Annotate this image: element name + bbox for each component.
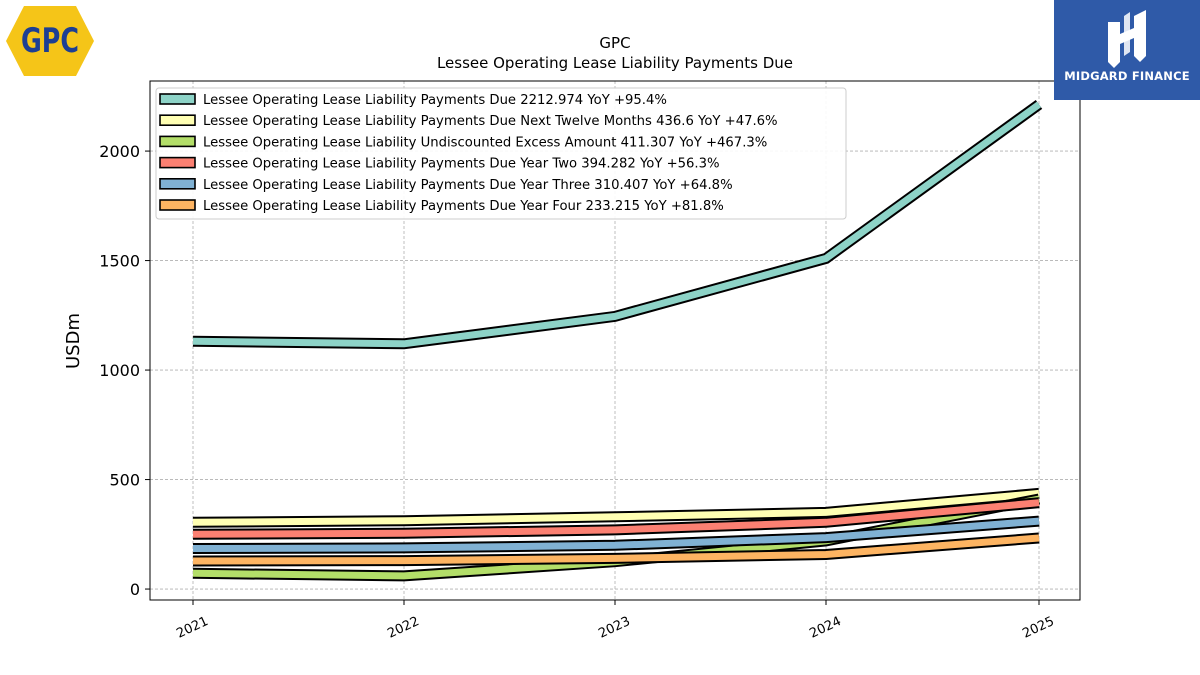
legend-entry: Lessee Operating Lease Liability Undisco…: [203, 135, 767, 150]
y-tick-label: 1000: [99, 361, 140, 380]
gpc-logo-text: GPC: [21, 21, 79, 61]
x-tick-label: 2025: [1020, 614, 1056, 642]
series-line-fill: [192, 517, 1040, 552]
legend-swatch: [159, 156, 196, 169]
x-tick-label: 2024: [807, 614, 843, 642]
brand-name: MIDGARD FINANCE: [1064, 69, 1190, 83]
x-tick-label: 2021: [174, 614, 210, 642]
x-tick-label: 2023: [596, 614, 632, 642]
series-line-fill: [192, 499, 1040, 538]
y-tick-label: 500: [109, 471, 140, 490]
legend-entry: Lessee Operating Lease Liability Payment…: [203, 93, 667, 108]
legend-swatch: [159, 114, 196, 126]
series-line-5: [192, 515, 1040, 554]
gpc-logo: GPC: [6, 6, 94, 76]
series-line-4: [192, 497, 1040, 540]
legend-entry: Lessee Operating Lease Liability Payment…: [203, 178, 733, 193]
brand-logo: MIDGARD FINANCE: [1054, 0, 1200, 100]
y-axis-label: USDm: [63, 313, 84, 369]
series-line-fill: [192, 489, 1040, 526]
legend-swatch: [159, 135, 196, 148]
y-tick-label: 2000: [99, 142, 140, 161]
legend-entry: Lessee Operating Lease Liability Payment…: [203, 114, 778, 129]
legend-box: [155, 87, 847, 220]
series-line-fill: [192, 534, 1040, 565]
legend-swatch: [159, 93, 196, 105]
legend-swatch: [159, 178, 196, 190]
chart-title: GPC: [599, 34, 630, 52]
midgard-logo-icon: [1108, 10, 1146, 68]
y-axis: 0 500 1000 1500 2000: [99, 142, 150, 599]
series-line-fill: [192, 101, 1042, 348]
legend-entry: Lessee Operating Lease Liability Payment…: [203, 157, 720, 172]
x-axis: 2021 2022 2023 2024 2025: [174, 600, 1057, 642]
legend-swatch: [159, 199, 196, 211]
series-lines: [192, 99, 1043, 582]
gpc-logo-badge: [6, 6, 94, 76]
chart-subtitle: Lessee Operating Lease Liability Payment…: [437, 54, 793, 72]
x-tick-label: 2022: [385, 614, 421, 642]
series-line-2: [192, 487, 1040, 528]
series-line-6: [192, 532, 1040, 567]
series-line-1: [192, 99, 1043, 350]
y-tick-label: 1500: [99, 252, 140, 271]
legend: Lessee Operating Lease Liability Payment…: [155, 87, 847, 220]
y-tick-label: 0: [130, 580, 140, 599]
legend-entry: Lessee Operating Lease Liability Payment…: [203, 199, 724, 214]
